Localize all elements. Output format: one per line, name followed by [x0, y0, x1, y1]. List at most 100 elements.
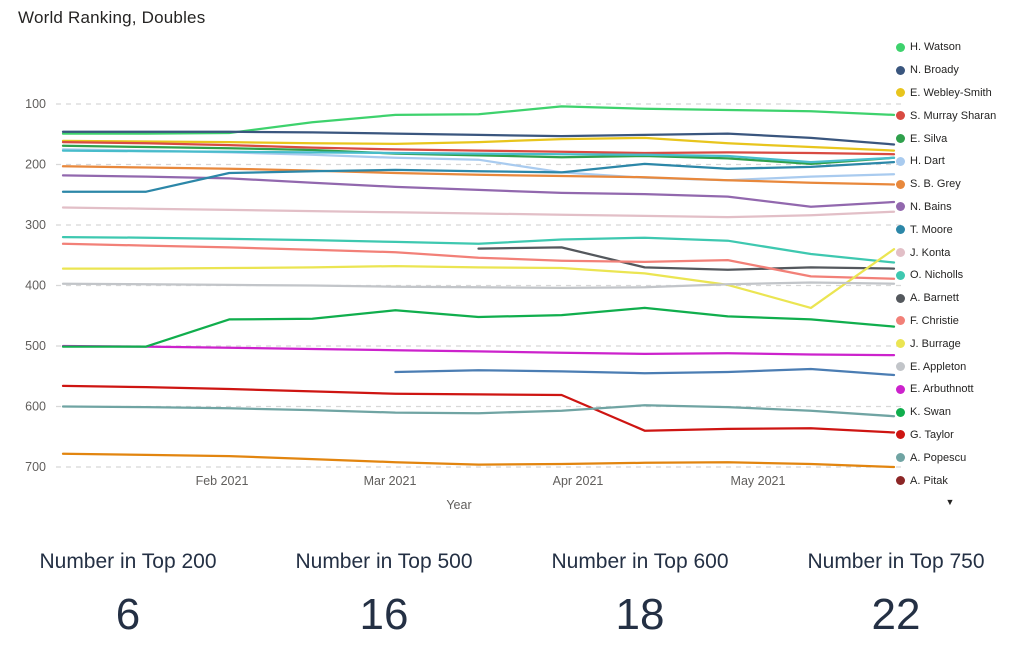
chart-line-s-b-grey[interactable]: [61, 165, 896, 186]
legend-item-label: E. Webley-Smith: [910, 86, 992, 99]
kpi-value: 16: [359, 590, 409, 639]
legend-item-g-taylor[interactable]: G. Taylor: [896, 424, 1022, 447]
kpi-row: Number in Top 200 6 Number in Top 500 16…: [0, 544, 1024, 640]
legend-item-label: J. Konta: [910, 246, 951, 259]
kpi-card-top-200: Number in Top 200 6: [0, 544, 256, 640]
x-axis-tick-label: Mar 2021: [364, 474, 417, 488]
chart-line-g-taylor[interactable]: [61, 384, 896, 434]
legend-item-f-christie[interactable]: F. Christie: [896, 310, 1022, 333]
legend-item-j-konta[interactable]: J. Konta: [896, 241, 1022, 264]
chart-line-s-murray-sharan[interactable]: [61, 140, 896, 156]
legend-item-label: G. Taylor: [910, 428, 954, 441]
legend-item-label: O. Nicholls: [910, 269, 964, 282]
chart-line-t-moore[interactable]: [61, 160, 896, 193]
legend-color-dot: [896, 248, 905, 258]
legend-item-o-nicholls[interactable]: O. Nicholls: [896, 264, 1022, 287]
kpi-card-top-750: Number in Top 750 22: [768, 544, 1024, 640]
legend-item-a-popescu[interactable]: A. Popescu: [896, 446, 1022, 469]
chart-line-a-barnett[interactable]: [477, 246, 896, 271]
legend-color-dot: [896, 42, 905, 52]
x-axis-tick-label: Feb 2021: [196, 474, 249, 488]
legend-color-dot: [896, 270, 905, 280]
legend-color-dot: [896, 316, 905, 326]
legend-item-label: F. Christie: [910, 314, 959, 327]
chart-line-n-broady[interactable]: [61, 130, 896, 146]
legend-color-dot: [896, 339, 905, 349]
legend-item-label: N. Broady: [910, 64, 959, 77]
legend-item-h-dart[interactable]: H. Dart: [896, 150, 1022, 173]
chart-line-e-webley-smith[interactable]: [61, 136, 896, 152]
legend-color-dot: [896, 88, 905, 98]
kpi-value: 18: [615, 590, 665, 639]
legend-item-label: S. Murray Sharan: [910, 109, 997, 122]
kpi-label: Number in Top 500: [295, 550, 473, 573]
legend-color-dot: [896, 225, 905, 235]
kpi-label: Number in Top 200: [39, 550, 217, 573]
legend-item-label: N. Bains: [910, 200, 952, 213]
legend-color-dot: [896, 384, 905, 394]
chart-line-h-watson[interactable]: [61, 105, 896, 135]
legend-color-dot: [896, 430, 905, 440]
chart-line-k-swan[interactable]: [61, 306, 896, 348]
legend-item-e-appleton[interactable]: E. Appleton: [896, 355, 1022, 378]
legend: H. Watson N. Broady E. Webley-Smith S. Murr…: [896, 36, 1022, 492]
legend-color-dot: [896, 179, 905, 189]
y-axis-tick-label: 500: [25, 339, 46, 353]
legend-item-label: A. Barnett: [910, 292, 959, 305]
legend-scroll-down-icon[interactable]: ▼: [945, 497, 955, 507]
chart-line-unlabeled-9[interactable]: [61, 149, 896, 164]
legend-color-dot: [896, 156, 905, 166]
kpi-value: 6: [115, 590, 141, 639]
legend-item-n-broady[interactable]: N. Broady: [896, 59, 1022, 82]
x-axis-tick-label: May 2021: [731, 474, 786, 488]
legend-item-e-arbuthnott[interactable]: E. Arbuthnott: [896, 378, 1022, 401]
kpi-card-top-500: Number in Top 500 16: [256, 544, 512, 640]
legend-item-s-b-grey[interactable]: S. B. Grey: [896, 173, 1022, 196]
legend-item-n-bains[interactable]: N. Bains: [896, 196, 1022, 219]
legend-item-h-watson[interactable]: H. Watson: [896, 36, 1022, 59]
y-axis-tick-label: 300: [25, 218, 46, 232]
legend-item-s-murray-sharan[interactable]: S. Murray Sharan: [896, 104, 1022, 127]
legend-item-label: A. Pitak: [910, 474, 948, 487]
legend-item-j-burrage[interactable]: J. Burrage: [896, 332, 1022, 355]
legend-item-label: K. Swan: [910, 406, 951, 419]
chart-line-e-arbuthnott[interactable]: [61, 344, 896, 357]
legend-item-label: S. B. Grey: [910, 178, 961, 191]
chart-line-j-burrage[interactable]: [61, 248, 896, 310]
legend-item-e-silva[interactable]: E. Silva: [896, 127, 1022, 150]
legend-item-a-barnett[interactable]: A. Barnett: [896, 287, 1022, 310]
legend-item-label: T. Moore: [910, 223, 953, 236]
legend-color-dot: [896, 362, 905, 372]
legend-color-dot: [896, 202, 905, 212]
legend-item-label: J. Burrage: [910, 337, 961, 350]
chart-line-f-christie[interactable]: [61, 242, 896, 280]
legend-color-dot: [896, 293, 905, 303]
y-axis-tick-label: 700: [25, 460, 46, 474]
legend-item-label: E. Arbuthnott: [910, 383, 974, 396]
legend-item-e-webley-smith[interactable]: E. Webley-Smith: [896, 82, 1022, 105]
legend-item-label: E. Appleton: [910, 360, 967, 373]
legend-item-label: H. Dart: [910, 155, 945, 168]
y-axis-tick-label: 600: [25, 400, 46, 414]
legend-item-t-moore[interactable]: T. Moore: [896, 218, 1022, 241]
legend-item-a-pitak[interactable]: A. Pitak: [896, 469, 1022, 492]
legend-color-dot: [896, 111, 905, 121]
ranking-line-chart: 100 200 300 400 500 600 700 Feb 2021 Mar 2021 Apr…: [25, 97, 902, 512]
kpi-card-top-600: Number in Top 600 18: [512, 544, 768, 640]
chart-line-unlabeled-20[interactable]: [394, 367, 896, 377]
legend-color-dot: [896, 407, 905, 417]
chart-line-j-konta[interactable]: [61, 206, 896, 219]
chart-line-e-appleton[interactable]: [61, 281, 896, 290]
kpi-label: Number in Top 750: [807, 550, 985, 573]
legend-color-dot: [896, 65, 905, 75]
chart-line-a-popescu[interactable]: [61, 404, 896, 418]
legend-color-dot: [896, 476, 905, 486]
chart-line-unlabeled-21[interactable]: [61, 452, 896, 469]
chart-line-n-bains[interactable]: [61, 174, 896, 208]
legend-item-k-swan[interactable]: K. Swan: [896, 401, 1022, 424]
chart-line-e-silva[interactable]: [61, 144, 896, 166]
chart-line-o-nicholls[interactable]: [61, 235, 896, 264]
legend-item-label: E. Silva: [910, 132, 948, 145]
legend-item-label: H. Watson: [910, 41, 961, 54]
